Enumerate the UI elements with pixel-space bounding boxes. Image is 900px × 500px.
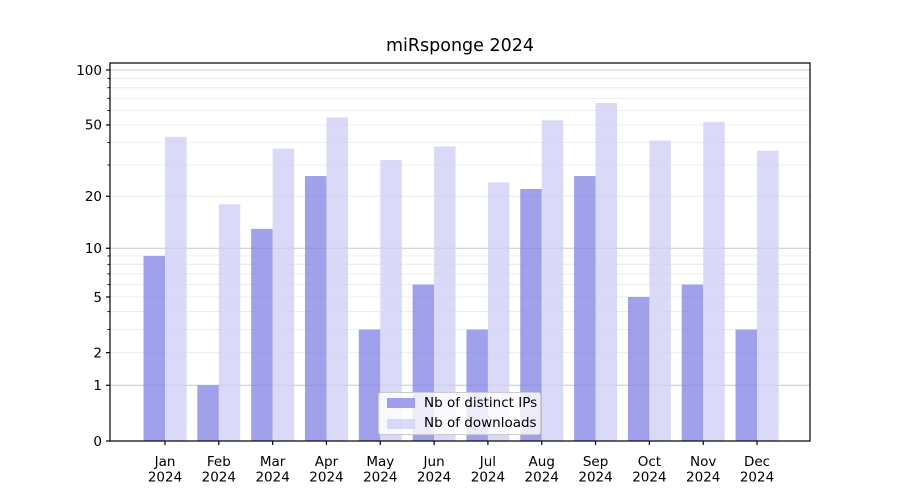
bar-distinct-ips-oct (627, 296, 650, 441)
y-tick-label: 10 (85, 241, 102, 257)
x-tick-label-month: Sep (583, 454, 608, 470)
y-tick-label: 2 (93, 345, 102, 361)
x-tick-label-month: Dec (744, 454, 770, 470)
x-tick-label-month: Jan (154, 454, 176, 470)
x-tick-label-year: 2024 (471, 470, 505, 486)
x-tick-label-year: 2024 (632, 470, 666, 486)
y-tick-label: 20 (85, 189, 102, 205)
x-tick-label-year: 2024 (578, 470, 612, 486)
bar-downloads-aug (541, 120, 564, 441)
x-tick-label-year: 2024 (525, 470, 559, 486)
bar-downloads-mar (272, 148, 295, 441)
legend-item-downloads: Nb of downloads (379, 414, 540, 434)
x-tick-label-year: 2024 (309, 470, 343, 486)
bar-downloads-apr (326, 117, 348, 441)
bar-downloads-sep (595, 102, 618, 441)
bar-downloads-jan (165, 136, 187, 441)
x-tick-label-year: 2024 (202, 470, 236, 486)
legend: Nb of distinct IPs Nb of downloads (378, 392, 541, 435)
x-tick-label-year: 2024 (686, 470, 720, 486)
bar-distinct-ips-may (358, 329, 381, 441)
legend-swatch-downloads (387, 418, 415, 429)
x-tick-label-month: Apr (315, 454, 339, 470)
bar-distinct-ips-sep (574, 176, 596, 441)
bar-distinct-ips-apr (304, 176, 327, 441)
y-tick-label: 100 (76, 63, 102, 79)
bar-downloads-jul (487, 182, 510, 441)
legend-swatch-distinct-ips (387, 398, 415, 409)
x-tick-label-month: Jul (479, 454, 496, 470)
legend-label-distinct-ips: Nb of distinct IPs (424, 394, 538, 411)
x-tick-label-year: 2024 (363, 470, 397, 486)
x-tick-label-month: May (366, 454, 394, 470)
x-tick-label-month: Jun (423, 454, 445, 470)
y-tick-label: 0 (93, 434, 102, 450)
x-tick-label-year: 2024 (740, 470, 774, 486)
chart-title: miRsponge 2024 (385, 36, 535, 56)
x-tick-label-year: 2024 (148, 470, 182, 486)
y-tick-label: 1 (93, 378, 102, 394)
bar-downloads-nov (703, 121, 725, 441)
x-tick-label-month: Mar (260, 454, 286, 470)
bar-distinct-ips-aug (520, 188, 542, 441)
bar-distinct-ips-feb (197, 385, 219, 441)
bar-downloads-oct (649, 140, 671, 441)
legend-label-downloads: Nb of downloads (424, 414, 537, 431)
y-tick-label: 5 (93, 290, 102, 306)
bar-downloads-jun (434, 146, 456, 441)
bar-distinct-ips-nov (681, 284, 704, 441)
bar-distinct-ips-dec (735, 329, 758, 441)
x-tick-label-month: Aug (529, 454, 555, 470)
legend-item-distinct-ips: Nb of distinct IPs (379, 393, 540, 413)
bar-downloads-dec (757, 150, 779, 441)
bar-distinct-ips-jan (143, 255, 165, 441)
x-tick-label-month: Feb (207, 454, 231, 470)
plot-border (109, 62, 811, 442)
bar-distinct-ips-mar (251, 228, 273, 441)
bar-downloads-may (380, 159, 402, 441)
bar-downloads-feb (218, 204, 241, 441)
x-tick-label-year: 2024 (417, 470, 451, 486)
x-tick-label-month: Oct (638, 454, 661, 470)
x-tick-label-month: Nov (690, 454, 716, 470)
x-tick-label-year: 2024 (255, 470, 289, 486)
y-tick-label: 50 (85, 118, 102, 134)
